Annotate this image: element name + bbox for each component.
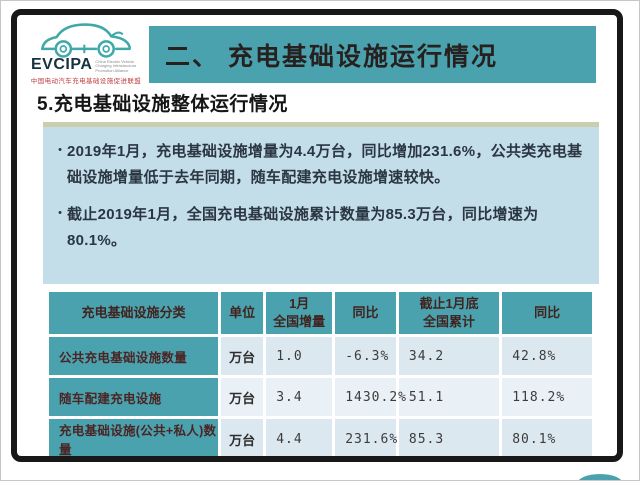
row-yoy-1: -6.3% <box>335 337 396 375</box>
row-category: 随车配建充电设施 <box>49 378 218 416</box>
col-header-jan-increase: 1月 全国增量 <box>266 292 333 334</box>
row-yoy-2: 80.1% <box>502 419 592 459</box>
row-cumulative: 34.2 <box>398 337 500 375</box>
summary-bullet-text: 2019年1月，充电基础设施增量为4.4万台，同比增加231.6%，公共类充电基… <box>67 143 583 186</box>
row-yoy-2: 42.8% <box>502 337 592 375</box>
row-jan-increase: 3.4 <box>266 378 333 416</box>
col-header-yoy-1: 同比 <box>335 292 396 334</box>
table-row: 充电基础设施(公共+私人)数量 万台 4.4 231.6% 85.3 80.1% <box>49 419 592 459</box>
logo-tagline-cn: 中国电动汽车充电基础设施促进联盟 <box>30 78 142 85</box>
logo-name: EVCIPA <box>31 56 93 73</box>
summary-bullet: • 截止2019年1月，全国充电基础设施累计数量为85.3万台，同比增速为80.… <box>53 202 587 253</box>
row-yoy-1: 231.6% <box>335 419 397 459</box>
row-yoy-1: 1430.2% <box>335 378 406 416</box>
row-category: 公共充电基础设施数量 <box>49 337 218 375</box>
row-unit: 万台 <box>220 419 264 459</box>
bullet-marker-icon: • <box>58 144 62 156</box>
summary-box: • 2019年1月，充电基础设施增量为4.4万台，同比增加231.6%，公共类充… <box>43 122 599 284</box>
charging-stats-table: 充电基础设施分类 单位 1月 全国增量 同比 截止1月底 全国累计 同比 公共充… <box>46 289 595 462</box>
row-unit: 万台 <box>220 378 264 416</box>
table-header-row: 充电基础设施分类 单位 1月 全国增量 同比 截止1月底 全国累计 同比 <box>49 292 592 334</box>
row-unit: 万台 <box>220 337 264 375</box>
col-header-unit: 单位 <box>220 292 264 334</box>
ev-car-icon <box>41 23 131 58</box>
col-header-category: 充电基础设施分类 <box>49 292 218 334</box>
bottom-page-circle <box>577 474 623 480</box>
col-header-cumulative: 截止1月底 全国累计 <box>398 292 500 334</box>
summary-bullet-text: 截止2019年1月，全国充电基础设施累计数量为85.3万台，同比增速为80.1%… <box>67 206 539 249</box>
table-row: 公共充电基础设施数量 万台 1.0 -6.3% 34.2 42.8% <box>49 337 592 375</box>
row-yoy-2: 118.2% <box>502 378 592 416</box>
slide-title-bar: 二、 充电基础设施运行情况 <box>149 26 596 83</box>
row-jan-increase: 4.4 <box>266 419 333 459</box>
col-header-yoy-2: 同比 <box>502 292 592 334</box>
slide-title: 二、 充电基础设施运行情况 <box>165 42 498 71</box>
row-cumulative: 85.3 <box>398 419 500 459</box>
bullet-marker-icon: • <box>58 207 62 219</box>
logo-tagline-en: China Electric Vehicle Charging Infrastr… <box>95 58 137 73</box>
row-cumulative: 51.1 <box>398 378 500 416</box>
section-heading: 5.充电基础设施整体运行情况 <box>37 94 288 115</box>
evcipa-logo: EVCIPA China Electric Vehicle Charging I… <box>25 17 147 91</box>
row-jan-increase: 1.0 <box>266 337 333 375</box>
table-row: 随车配建充电设施 万台 3.4 1430.2% 51.1 118.2% <box>49 378 592 416</box>
row-category: 充电基础设施(公共+私人)数量 <box>49 419 218 459</box>
summary-bullet: • 2019年1月，充电基础设施增量为4.4万台，同比增加231.6%，公共类充… <box>53 139 587 190</box>
